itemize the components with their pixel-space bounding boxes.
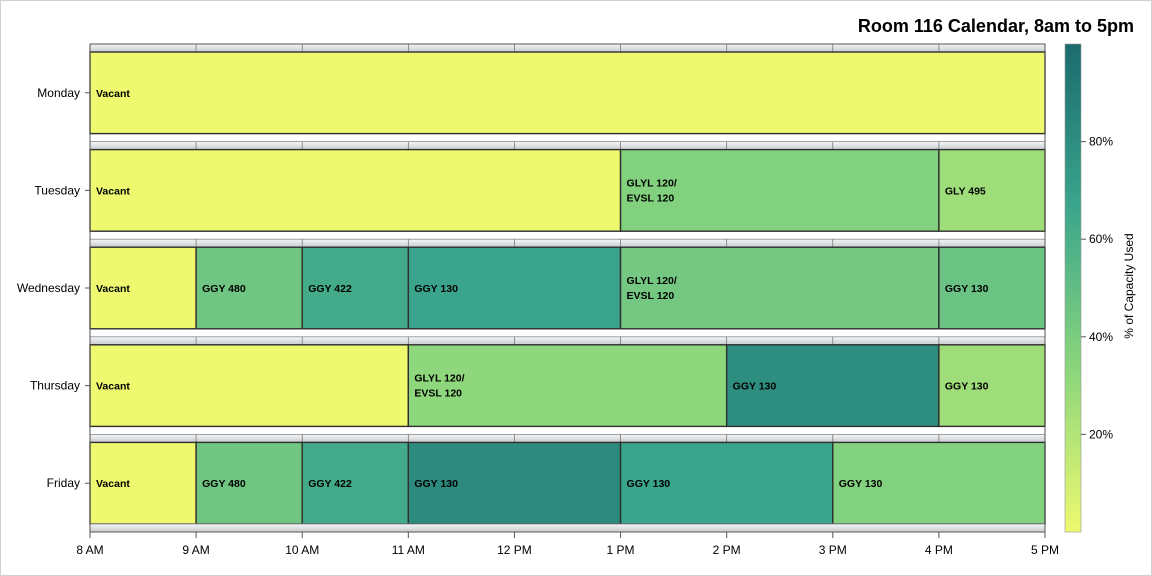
booking-rect (89, 344, 410, 428)
plot-area: Vacant Vacant GLYL 120/EVSL 120 GLY 495 Vaca… (89, 43, 1046, 533)
booking-rect (301, 441, 410, 525)
booking-bar: GGY 480 (195, 441, 303, 525)
row-band (89, 43, 1046, 53)
booking-rect (407, 246, 622, 330)
booking-bar: GGY 480 (195, 246, 303, 330)
booking-bar: Vacant (89, 344, 410, 428)
booking-label: GLYL 120/ (414, 373, 464, 385)
day-label: Monday (37, 86, 80, 100)
day-label: Wednesday (17, 281, 80, 295)
booking-rect (195, 246, 303, 330)
booking-label: EVSL 120 (627, 192, 675, 204)
booking-rect (619, 441, 834, 525)
x-tick-label: 4 PM (925, 543, 953, 557)
booking-bar: GGY 130 (832, 441, 1046, 525)
booking-label: GGY 130 (414, 283, 458, 295)
row-band (89, 336, 1046, 346)
booking-label: GGY 480 (202, 283, 246, 295)
booking-rect (832, 441, 1046, 525)
booking-bar: GGY 130 (407, 246, 622, 330)
booking-label: Vacant (96, 88, 130, 100)
legend-title: % of Capacity Used (1122, 233, 1136, 338)
x-tick-label: 11 AM (392, 543, 425, 557)
booking-bar: GLY 495 (938, 148, 1046, 232)
booking-rect (195, 441, 303, 525)
booking-bar: GGY 130 (619, 441, 834, 525)
booking-bar: GLYL 120/EVSL 120 (619, 246, 940, 330)
legend-color-bar (1064, 43, 1082, 533)
row-band (89, 433, 1046, 443)
booking-bar: GLYL 120/EVSL 120 (619, 148, 940, 232)
booking-label: GGY 130 (945, 381, 989, 393)
booking-label: EVSL 120 (414, 388, 462, 400)
booking-rect (938, 344, 1046, 428)
row-band (89, 523, 1046, 533)
legend-tick-label: 60% (1089, 232, 1113, 246)
x-tick-label: 10 AM (285, 543, 319, 557)
booking-label: GLYL 120/ (627, 177, 677, 189)
booking-rect (938, 246, 1046, 330)
booking-label: GGY 422 (308, 283, 352, 295)
booking-label: EVSL 120 (627, 290, 675, 302)
legend-tick-label: 20% (1089, 427, 1113, 441)
legend-tick-label: 80% (1089, 135, 1113, 149)
row-band (89, 141, 1046, 151)
booking-bar: Vacant (89, 51, 1046, 135)
booking-rect (89, 246, 197, 330)
chart-title: Room 116 Calendar, 8am to 5pm (858, 16, 1134, 36)
x-tick-label: 8 AM (76, 543, 103, 557)
day-label: Thursday (30, 379, 80, 393)
day-label: Friday (47, 476, 80, 490)
booking-label: GGY 130 (945, 283, 989, 295)
booking-bar: GGY 422 (301, 441, 410, 525)
booking-label: GGY 480 (202, 478, 246, 490)
booking-label: GGY 130 (839, 478, 883, 490)
x-tick-label: 1 PM (607, 543, 635, 557)
booking-label: Vacant (96, 381, 130, 393)
booking-bar: GGY 130 (938, 246, 1046, 330)
booking-bar: Vacant (89, 441, 197, 525)
x-tick-label: 5 PM (1031, 543, 1059, 557)
booking-rect (619, 148, 940, 232)
color-legend: 20% 40% 60% 80% % of Capacity Used (1064, 43, 1136, 533)
booking-rect (938, 148, 1046, 232)
booking-bar: GGY 130 (725, 344, 940, 428)
booking-rect (407, 441, 622, 525)
booking-rect (619, 246, 940, 330)
row-band (89, 238, 1046, 248)
booking-label: GGY 130 (733, 381, 777, 393)
booking-bar: GGY 130 (407, 441, 622, 525)
x-axis: 8 AM 9 AM 10 AM 11 AM 12 PM 1 PM 2 PM 3 PM 4 PM 5… (76, 532, 1059, 557)
booking-rect (407, 344, 728, 428)
booking-rect (725, 344, 940, 428)
booking-rect (301, 246, 410, 330)
booking-label: GGY 130 (627, 478, 671, 490)
booking-bar: GGY 130 (938, 344, 1046, 428)
x-tick-label: 12 PM (497, 543, 532, 557)
legend-tick-label: 40% (1089, 330, 1113, 344)
y-axis: Monday Tuesday Wednesday Thursday Friday (17, 86, 90, 490)
booking-bar: GLYL 120/EVSL 120 (407, 344, 728, 428)
booking-label: Vacant (96, 478, 130, 490)
booking-rect (89, 51, 1046, 135)
booking-bar: Vacant (89, 148, 622, 232)
booking-label: GLYL 120/ (627, 275, 677, 287)
day-label: Tuesday (34, 183, 80, 197)
booking-label: GGY 422 (308, 478, 352, 490)
x-tick-label: 3 PM (819, 543, 847, 557)
x-tick-label: 2 PM (713, 543, 741, 557)
booking-label: GGY 130 (414, 478, 458, 490)
booking-label: GLY 495 (945, 185, 986, 197)
booking-label: Vacant (96, 283, 130, 295)
booking-rect (89, 148, 622, 232)
booking-rect (89, 441, 197, 525)
x-tick-label: 9 AM (182, 543, 209, 557)
booking-label: Vacant (96, 185, 130, 197)
booking-bar: Vacant (89, 246, 197, 330)
booking-bar: GGY 422 (301, 246, 410, 330)
